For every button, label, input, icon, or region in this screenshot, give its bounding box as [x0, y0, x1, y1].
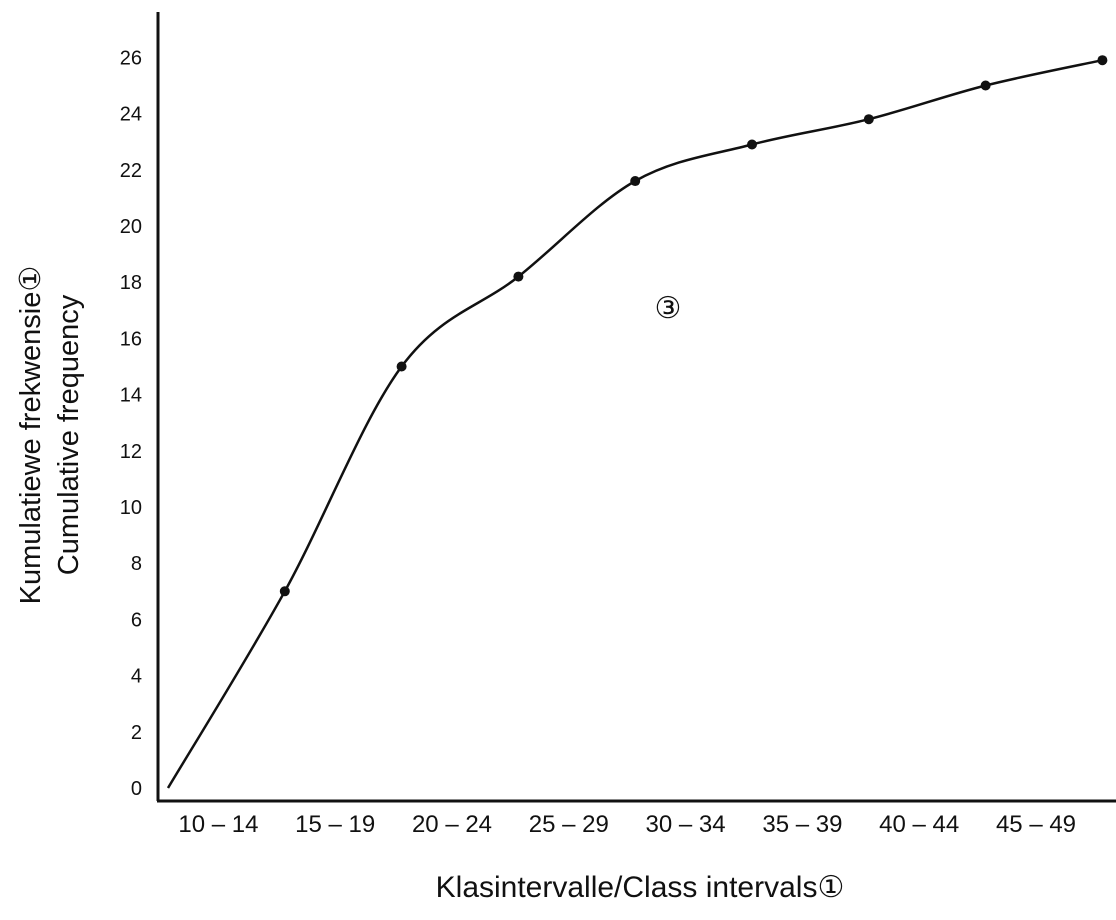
data-point	[513, 271, 524, 282]
data-point	[863, 114, 874, 125]
y-tick-label: 2	[131, 722, 142, 744]
x-tick-labels: 10 – 14 15 – 19 20 – 24 25 – 29 30 – 34 35 – …	[178, 811, 1076, 838]
x-tick-label: 30 – 34	[646, 811, 726, 838]
y-axis-label-line-1: Kumulatiewe frekwensie①	[15, 266, 47, 605]
x-tick-label: 20 – 24	[412, 811, 492, 838]
y-tick-label: 18	[120, 272, 142, 294]
y-tick-label: 6	[131, 609, 142, 631]
y-tick-label: 24	[120, 104, 142, 126]
y-axis-label-line-2: Cumulative frequency	[53, 294, 85, 575]
y-tick-label: 0	[131, 778, 142, 800]
data-points	[279, 55, 1108, 597]
x-tick-label: 25 – 29	[529, 811, 609, 838]
x-axis-label: Klasintervalle/Class intervals①	[436, 871, 845, 904]
y-tick-label: 16	[120, 328, 142, 350]
data-point	[747, 139, 757, 150]
axes	[156, 12, 1116, 803]
y-tick-label: 14	[120, 385, 142, 407]
y-axis-label: Kumulatiewe frekwensie① Cumulative frequ…	[15, 266, 85, 605]
y-tick-label: 20	[120, 216, 142, 238]
y-tick-label: 4	[131, 666, 142, 688]
y-tick-label: 8	[131, 553, 142, 575]
data-point	[279, 586, 290, 597]
y-tick-label: 10	[120, 497, 142, 519]
x-tick-label: 35 – 39	[762, 811, 842, 838]
annotation-mark: ③	[655, 292, 682, 325]
ogive-curve	[166, 58, 1103, 789]
data-point	[396, 361, 407, 372]
x-tick-label: 10 – 14	[178, 811, 258, 838]
y-tick-label: 22	[120, 160, 142, 182]
data-point	[980, 80, 991, 91]
data-point	[1097, 55, 1108, 66]
data-point	[630, 176, 641, 187]
y-tick-label: 26	[120, 47, 142, 69]
x-tick-label: 15 – 19	[295, 811, 375, 838]
y-tick-label: 12	[120, 441, 142, 463]
x-tick-label: 40 – 44	[879, 811, 959, 838]
x-tick-label: 45 – 49	[996, 811, 1076, 838]
